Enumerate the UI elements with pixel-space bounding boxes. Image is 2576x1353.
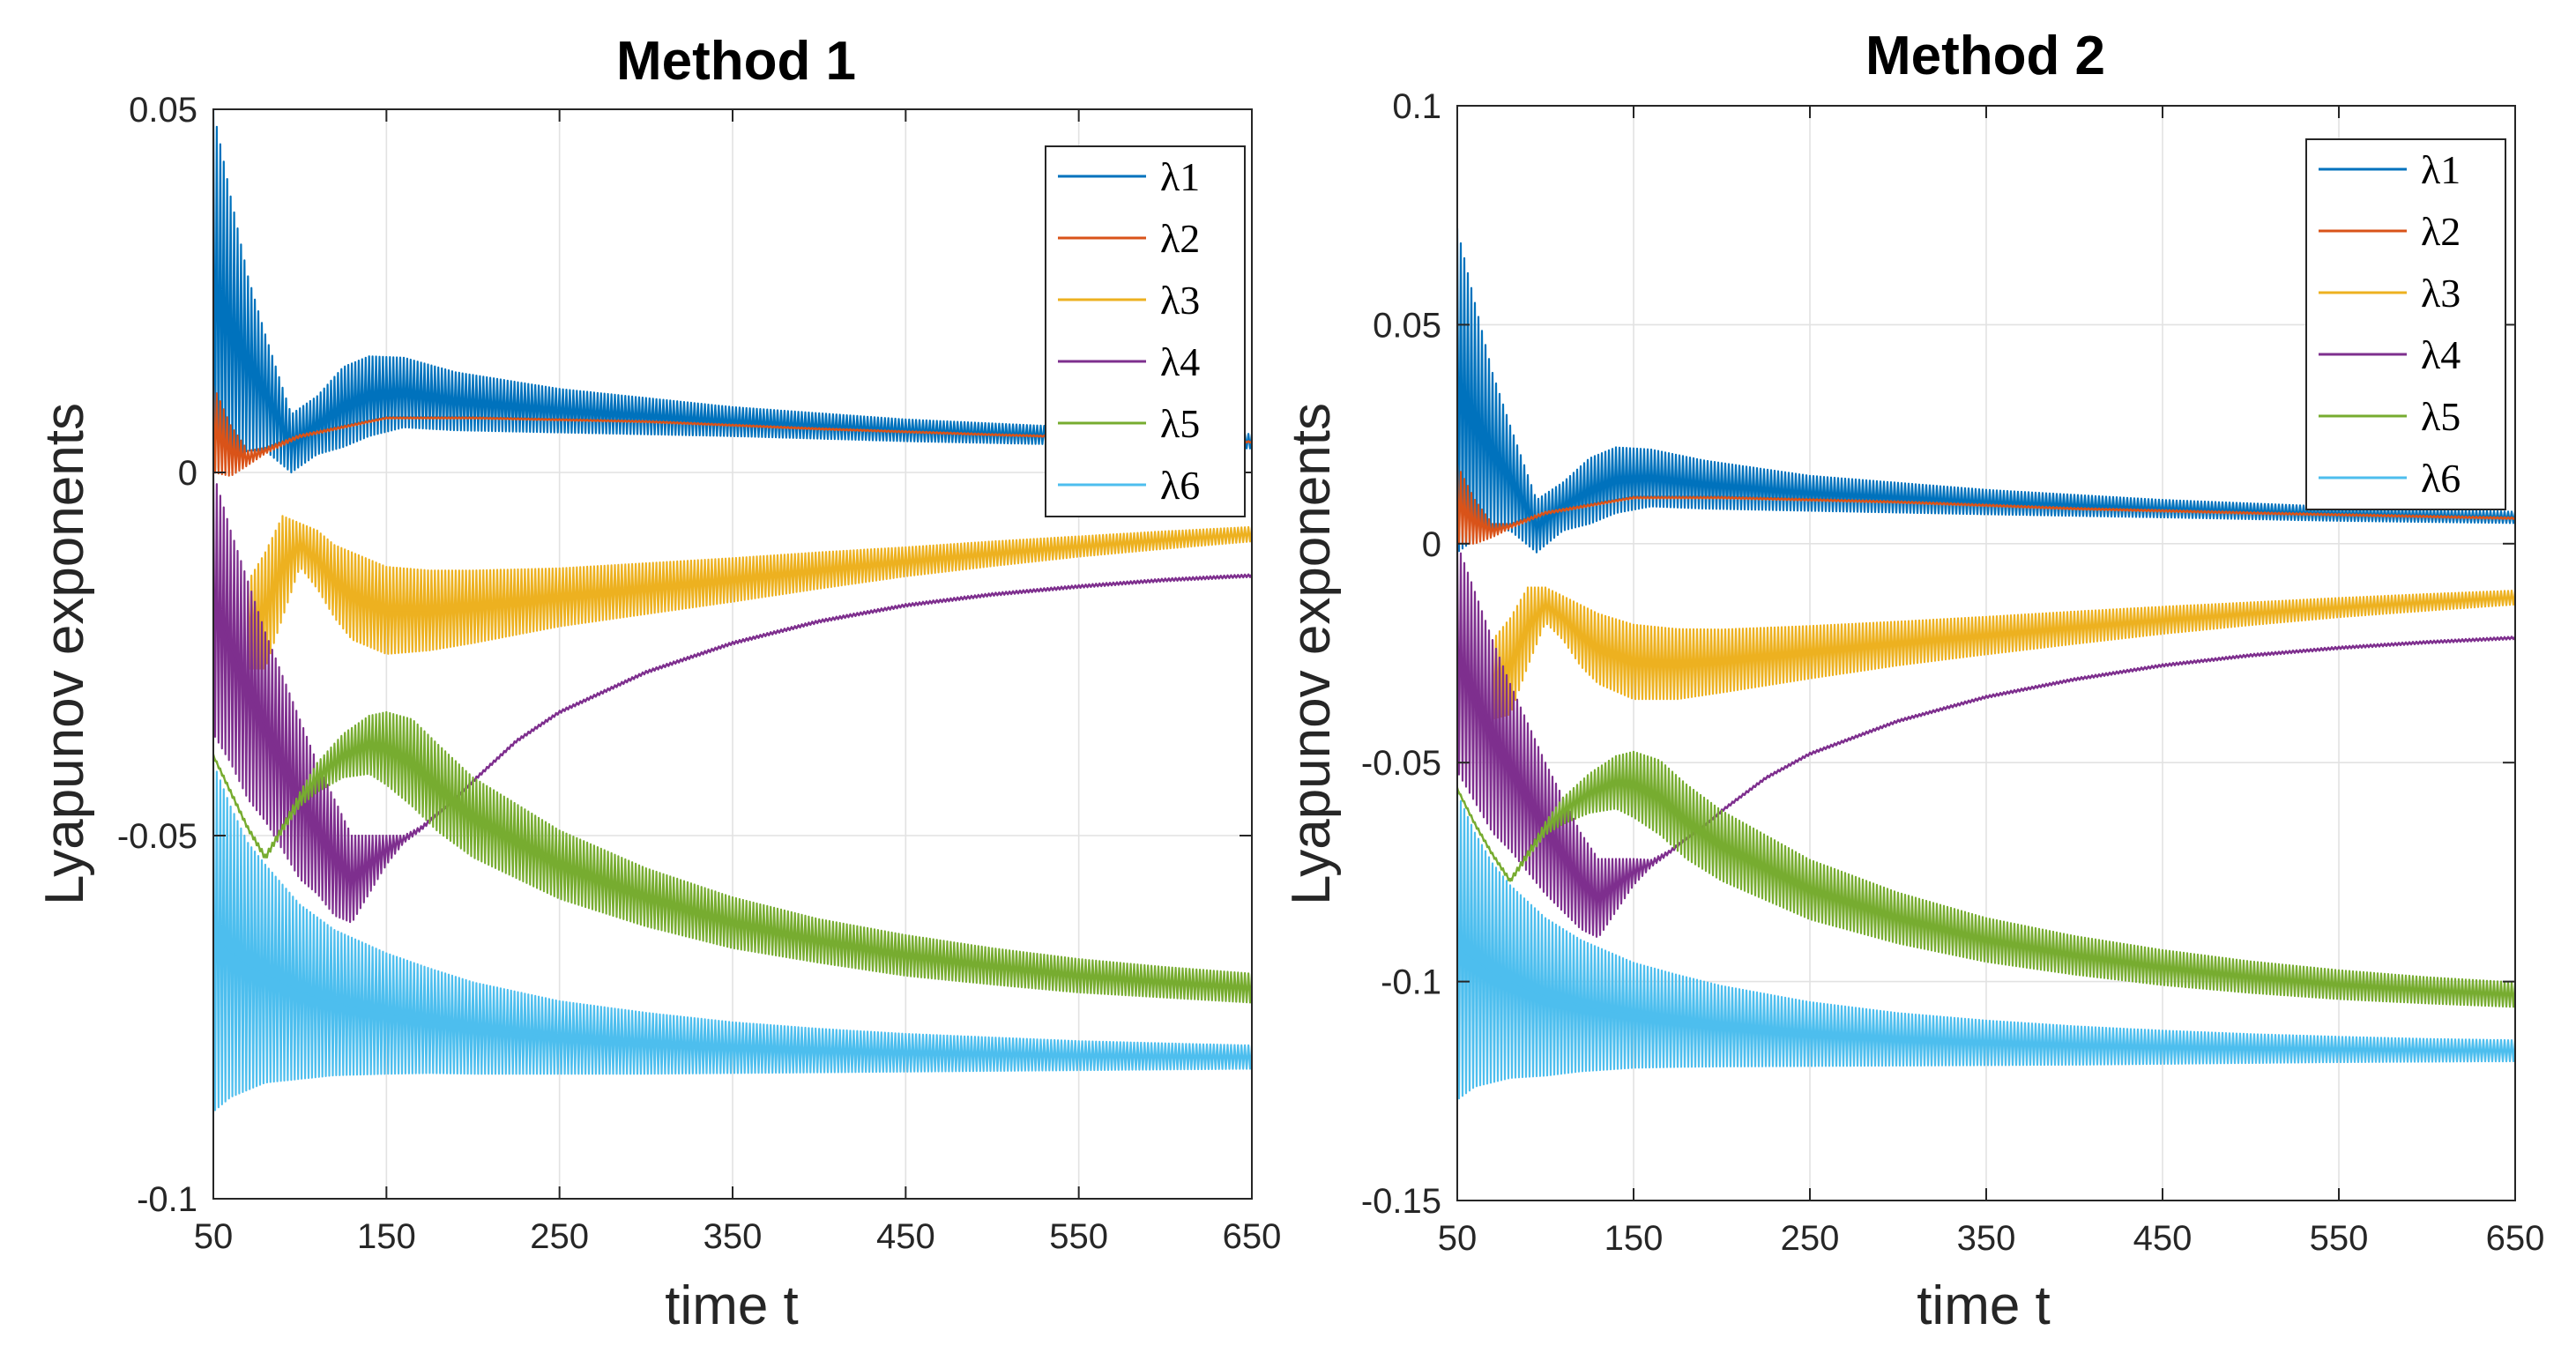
legend-label: λ1 [2421, 147, 2461, 192]
series-5 [213, 710, 1252, 1004]
legend-label: λ2 [1160, 216, 1200, 261]
x-tick-label: 450 [876, 1217, 935, 1256]
legend-label: λ3 [2421, 271, 2461, 316]
series-center-line [1457, 781, 2515, 996]
series-3 [247, 515, 1252, 670]
x-tick-label: 450 [2133, 1219, 2193, 1258]
x-tick-label: 150 [1604, 1219, 1664, 1258]
panel-method-2: Method 2 50 150 250 350 450 550 650 -0.15 -0.1 -0… [1281, 26, 2544, 1336]
series-center-line [247, 533, 1252, 626]
series-6 [213, 762, 1252, 1111]
series-4 [1457, 543, 2515, 938]
legend-box [1045, 145, 1246, 517]
y-tick-label: -0.15 [1361, 1182, 1441, 1221]
x-tick-label: 250 [1781, 1219, 1840, 1258]
series-center-line [213, 575, 1252, 881]
x-tick-label: 50 [194, 1217, 234, 1256]
legend: λ1 λ2 λ3 λ4 λ5 λ6 [2305, 138, 2506, 510]
legend-label: λ2 [2421, 209, 2461, 254]
y-tick-label: 0 [1422, 525, 1441, 564]
series-5 [1457, 750, 2515, 1008]
series-4 [213, 472, 1252, 924]
x-tick-label: 250 [530, 1217, 589, 1256]
legend-label: λ4 [1160, 339, 1200, 384]
legend-label: λ6 [1160, 463, 1200, 508]
series-center-line [1457, 946, 2515, 1052]
legend-label: λ5 [2421, 394, 2461, 439]
y-tick-label: -0.1 [137, 1180, 197, 1219]
legend-label: λ5 [1160, 401, 1200, 446]
x-axis-label: time t [1917, 1275, 2051, 1336]
y-axis-label: Lyapunov exponents [1281, 403, 1342, 905]
series-line [1457, 543, 2515, 938]
x-tick-label: 550 [2310, 1219, 2369, 1258]
y-tick-label: -0.1 [1381, 963, 1441, 1002]
x-axis-label: time t [665, 1275, 799, 1336]
series-center-line [1492, 596, 2515, 680]
x-tick-label: 650 [2486, 1219, 2545, 1258]
y-tick-label: -0.05 [1361, 744, 1441, 783]
y-tick-label: 0.1 [1392, 87, 1441, 126]
legend-label: λ6 [2421, 456, 2461, 501]
series-line [213, 762, 1252, 1111]
chart-title: Method 1 [616, 31, 856, 92]
y-tick-label: -0.05 [117, 817, 197, 856]
series-center-line [213, 743, 1252, 989]
y-tick-label: 0.05 [1373, 306, 1441, 345]
series-line [213, 472, 1252, 924]
series-line [247, 515, 1252, 670]
legend-label: λ1 [1160, 154, 1200, 199]
series-center-line [213, 936, 1252, 1059]
x-tick-label: 50 [1438, 1219, 1478, 1258]
series-line [1457, 750, 2515, 1008]
series-2 [1457, 465, 2515, 545]
y-tick-label: 0.05 [129, 91, 197, 130]
series-3 [1491, 586, 2515, 720]
legend-label: λ3 [1160, 278, 1200, 323]
series-6 [1457, 792, 2515, 1100]
y-axis-label: Lyapunov exponents [34, 403, 95, 905]
chart-title: Method 2 [1865, 26, 2105, 86]
y-tick-label: 0 [178, 454, 197, 493]
panel-method-1: Method 1 50 150 250 350 450 550 650 -0.1 -0.05 0 0… [34, 31, 1281, 1336]
x-tick-label: 350 [704, 1217, 763, 1256]
x-tick-label: 650 [1223, 1217, 1282, 1256]
x-tick-label: 550 [1049, 1217, 1108, 1256]
legend-box [2305, 138, 2506, 510]
legend: λ1 λ2 λ3 λ4 λ5 λ6 [1045, 145, 1246, 517]
series-center-line [1457, 496, 2515, 532]
series-line [213, 710, 1252, 1004]
series-line [1491, 586, 2515, 720]
x-tick-label: 350 [1957, 1219, 2016, 1258]
series-line [1457, 792, 2515, 1100]
x-tick-label: 150 [357, 1217, 416, 1256]
series-center-line [1457, 636, 2515, 900]
legend-label: λ4 [2421, 332, 2461, 377]
